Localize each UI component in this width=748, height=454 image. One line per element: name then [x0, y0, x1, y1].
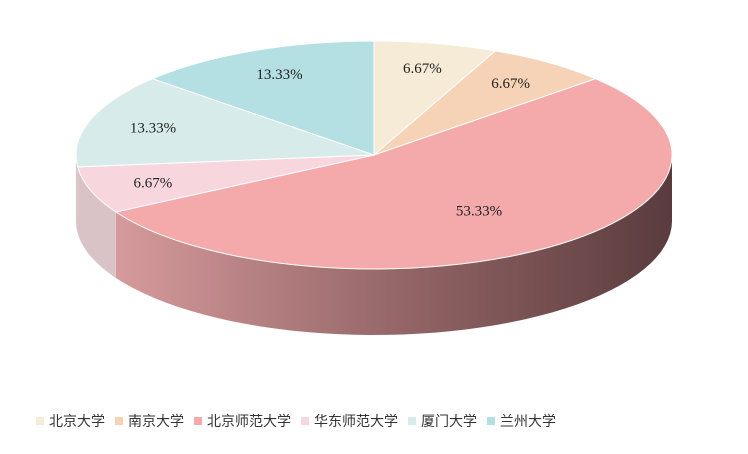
slice-label-2: 53.33%: [456, 203, 502, 219]
legend-swatch: [487, 417, 495, 425]
pie-labels: 6.67% 6.67% 53.33% 6.67% 13.33% 13.33%: [130, 61, 530, 219]
pie-side-2: [115, 155, 672, 335]
slice-label-4: 13.33%: [130, 120, 176, 136]
slice-label-0: 6.67%: [403, 61, 442, 77]
legend-label: 南京大学: [128, 414, 184, 430]
legend-swatch: [301, 417, 309, 425]
legend-item-5: 兰州大学: [487, 411, 556, 431]
pie-chart: 6.67% 6.67% 53.33% 6.67% 13.33% 13.33%: [75, 40, 673, 335]
legend-item-0: 北京大学: [36, 411, 105, 431]
legend-swatch: [36, 417, 44, 425]
slice-label-1: 6.67%: [491, 76, 530, 92]
pie-slice-3: [76, 154, 375, 213]
slice-label-3: 6.67%: [134, 175, 173, 191]
legend-item-2: 北京师范大学: [194, 411, 291, 431]
legend-label: 北京大学: [49, 414, 105, 430]
legend-swatch: [408, 417, 416, 425]
slice-label-5: 13.33%: [256, 67, 302, 83]
legend-item-1: 南京大学: [115, 411, 184, 431]
pie-slice-4: [75, 78, 375, 168]
pie-side-3: [77, 166, 116, 278]
legend-label: 厦门大学: [421, 414, 477, 430]
legend-label: 北京师范大学: [207, 414, 291, 430]
pie-top: [75, 40, 673, 270]
pie-side-4: [76, 155, 78, 233]
pie-sides: [76, 155, 672, 335]
legend-label: 华东师范大学: [314, 414, 398, 430]
pie-slice-1: [373, 50, 597, 156]
legend-item-3: 华东师范大学: [301, 411, 398, 431]
legend-swatch: [194, 417, 202, 425]
pie-slice-5: [151, 40, 375, 156]
legend-swatch: [115, 417, 123, 425]
legend: 北京大学 南京大学 北京师范大学 华东师范大学 厦门大学 兰州大学: [36, 408, 741, 434]
pie-slice-2: [114, 78, 673, 270]
pie-slice-0: [373, 40, 497, 157]
legend-item-4: 厦门大学: [408, 411, 477, 431]
legend-label: 兰州大学: [500, 414, 556, 430]
